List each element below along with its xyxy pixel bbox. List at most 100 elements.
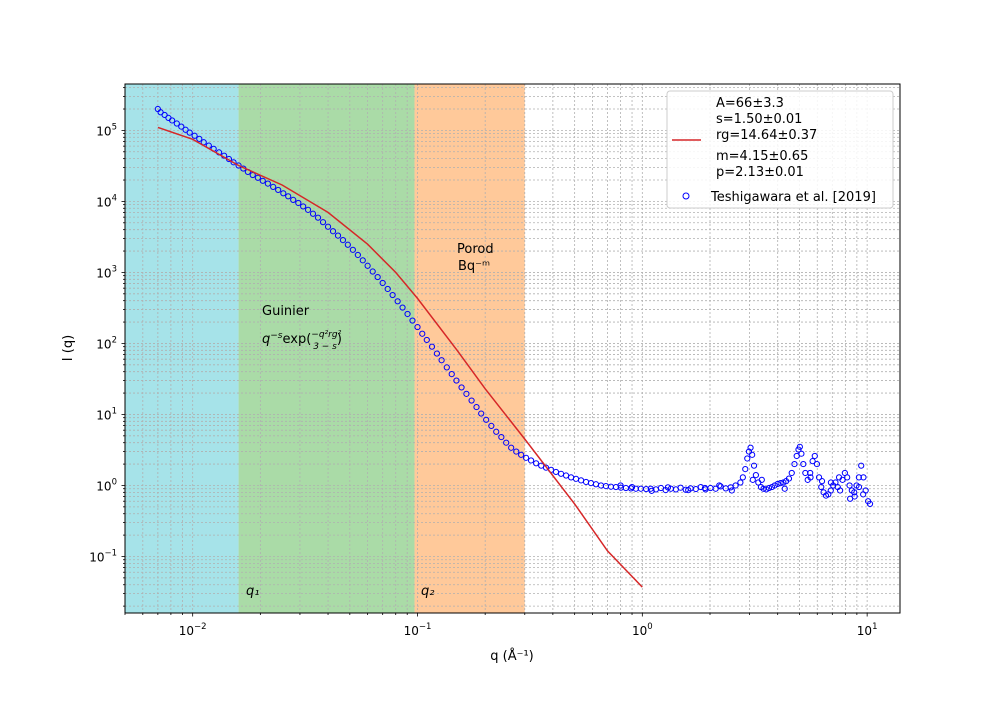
data-point [749,476,756,483]
data-point [349,246,356,253]
q2-label: q₂ [421,584,434,599]
y-tick-label: 103 [96,264,117,280]
legend-fit-line-5: p=2.13±0.01 [716,165,804,180]
data-point [334,232,342,239]
data-point [433,350,441,357]
data-point [785,475,793,482]
data-point [765,484,773,492]
y-tick-label: 10−1 [89,548,117,564]
data-point [811,452,818,460]
data-point [592,481,600,488]
data-point [169,117,176,124]
data-point [577,477,585,484]
data-point [270,183,277,191]
data-point [443,364,450,371]
y-tick-label: 101 [96,406,117,422]
data-point [309,210,317,217]
data-point [835,474,843,481]
data-point [685,487,692,494]
data-point [304,206,312,213]
data-point [732,482,739,489]
data-point [860,474,867,481]
data-point [196,135,203,142]
data-point [468,397,475,404]
data-point [846,482,853,489]
data-point [314,214,322,221]
data-point [280,190,287,197]
data-point [178,123,185,130]
data-point [542,464,550,471]
data-point [777,479,784,487]
data-point [809,458,816,465]
data-point [771,482,778,489]
data-point [622,484,629,492]
data-point [329,228,337,235]
data-point [513,448,520,455]
legend-box [666,90,894,209]
legend-fit-line-3: rg=14.64±0.37 [716,128,817,143]
data-point [419,330,426,337]
data-point [774,480,781,488]
data-point [847,495,854,502]
data-point [161,111,168,119]
data-point [858,462,865,469]
data-point [557,470,565,477]
data-point [235,162,242,169]
data-point [533,460,540,467]
data-point [359,257,366,264]
data-point [493,428,500,435]
data-point [807,474,814,481]
x-tick-label: 101 [857,622,878,638]
q1-label: q₁ [246,584,259,599]
plot-frame [124,83,901,614]
data-point [707,484,714,492]
legend-fit-line-4: m=4.15±0.65 [716,149,808,164]
data-point [508,444,515,451]
data-point [324,223,332,230]
shaded-region-2 [238,84,415,613]
legend-fit-line-1: A=66±3.3 [716,96,784,111]
data-point [473,403,480,411]
data-point [409,317,416,324]
data-point [186,129,193,136]
data-point [844,474,851,481]
data-point [791,460,798,468]
data-point [453,377,460,384]
data-point [300,203,307,210]
data-point [716,482,723,489]
shaded-region-1 [125,84,239,613]
data-point [617,482,624,489]
data-point [562,472,570,479]
porod-formula: Bq⁻ᵐ [458,259,490,274]
legend: A=66±3.3 s=1.50±0.01 rg=14.64±0.37 m=4.1… [666,90,894,209]
data-point [745,448,753,455]
data-point [628,483,636,491]
data-point [697,483,704,491]
data-point [254,174,261,181]
data-point [527,457,535,464]
data-point [796,443,803,450]
data-point [552,468,560,476]
data-point [275,186,282,194]
x-axis-label: q (Å⁻¹) [490,648,534,664]
data-point [800,460,807,468]
data-point [379,279,386,287]
y-tick-label: 104 [96,193,117,209]
x-tick-label: 10−2 [179,622,207,638]
data-point [788,469,795,477]
data-point [384,285,391,293]
data-point [737,479,744,486]
data-point [587,479,595,487]
data-point [798,450,805,457]
data-point [582,478,590,486]
data-point [364,262,371,269]
y-tick-label: 102 [96,335,117,351]
data-point [742,465,749,473]
data-point [295,199,302,207]
x-tick-label: 100 [632,622,653,638]
data-point [344,241,351,248]
data-point [394,298,401,305]
data-point [851,489,858,496]
data-point [793,452,800,460]
